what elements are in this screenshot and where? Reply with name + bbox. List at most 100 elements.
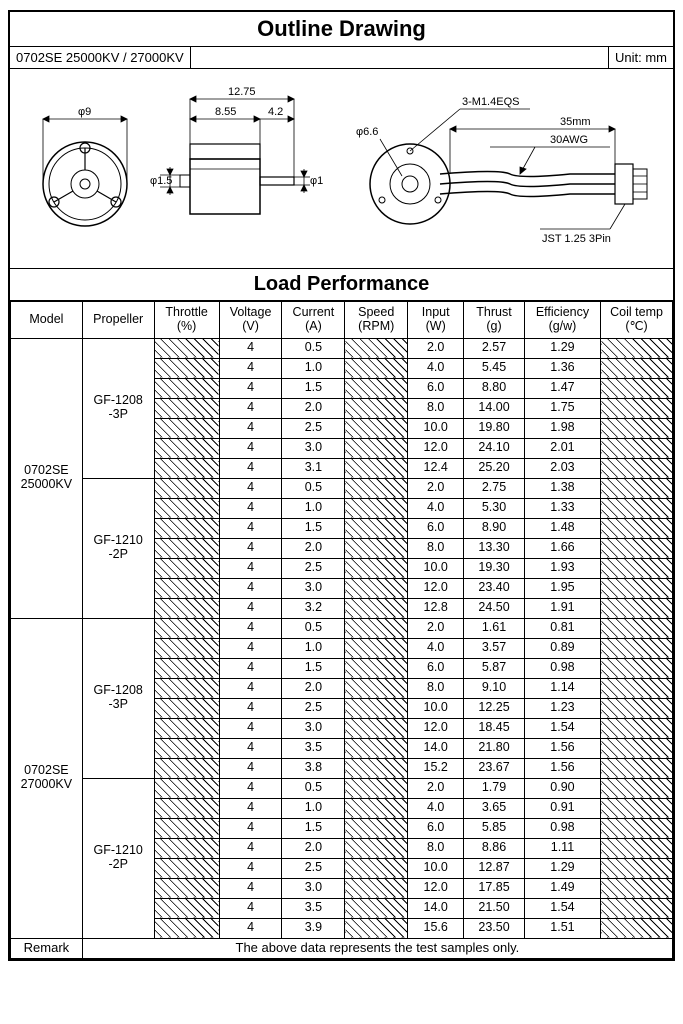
- throttle-cell: [154, 478, 219, 498]
- speed-cell: [345, 818, 408, 838]
- coil-cell: [601, 378, 673, 398]
- input-cell: 12.0: [408, 438, 464, 458]
- current-cell: 3.0: [282, 578, 345, 598]
- input-cell: 12.0: [408, 878, 464, 898]
- input-cell: 12.4: [408, 458, 464, 478]
- voltage-cell: 4: [219, 898, 282, 918]
- input-cell: 4.0: [408, 638, 464, 658]
- thrust-cell: 5.45: [464, 358, 525, 378]
- performance-table: Model Propeller Throttle(%) Voltage(V) C…: [10, 301, 673, 959]
- voltage-cell: 4: [219, 558, 282, 578]
- coil-cell: [601, 898, 673, 918]
- current-cell: 3.8: [282, 758, 345, 778]
- throttle-cell: [154, 518, 219, 538]
- input-cell: 10.0: [408, 418, 464, 438]
- voltage-cell: 4: [219, 398, 282, 418]
- efficiency-cell: 1.48: [524, 518, 600, 538]
- throttle-cell: [154, 598, 219, 618]
- input-cell: 2.0: [408, 618, 464, 638]
- outline-title: Outline Drawing: [10, 12, 673, 47]
- throttle-cell: [154, 398, 219, 418]
- coil-cell: [601, 878, 673, 898]
- thrust-cell: 25.20: [464, 458, 525, 478]
- input-cell: 4.0: [408, 498, 464, 518]
- current-cell: 0.5: [282, 778, 345, 798]
- voltage-cell: 4: [219, 478, 282, 498]
- current-cell: 2.0: [282, 538, 345, 558]
- col-current: Current(A): [282, 302, 345, 339]
- thrust-cell: 5.30: [464, 498, 525, 518]
- coil-cell: [601, 338, 673, 358]
- efficiency-cell: 1.36: [524, 358, 600, 378]
- remark-text: The above data represents the test sampl…: [82, 938, 672, 958]
- current-cell: 1.5: [282, 658, 345, 678]
- throttle-cell: [154, 578, 219, 598]
- coil-cell: [601, 578, 673, 598]
- efficiency-cell: 0.91: [524, 798, 600, 818]
- voltage-cell: 4: [219, 418, 282, 438]
- coil-cell: [601, 658, 673, 678]
- voltage-cell: 4: [219, 918, 282, 938]
- coil-cell: [601, 518, 673, 538]
- current-cell: 3.0: [282, 438, 345, 458]
- voltage-cell: 4: [219, 758, 282, 778]
- dim-jst: JST 1.25 3Pin: [542, 233, 611, 245]
- thrust-cell: 2.75: [464, 478, 525, 498]
- input-cell: 2.0: [408, 478, 464, 498]
- throttle-cell: [154, 758, 219, 778]
- thrust-cell: 24.10: [464, 438, 525, 458]
- speed-cell: [345, 798, 408, 818]
- throttle-cell: [154, 658, 219, 678]
- dim-30awg: 30AWG: [550, 134, 588, 146]
- current-cell: 0.5: [282, 478, 345, 498]
- speed-cell: [345, 718, 408, 738]
- propeller-cell: GF-1210-2P: [82, 478, 154, 618]
- efficiency-cell: 1.11: [524, 838, 600, 858]
- efficiency-cell: 1.75: [524, 398, 600, 418]
- speed-cell: [345, 918, 408, 938]
- input-cell: 6.0: [408, 378, 464, 398]
- coil-cell: [601, 698, 673, 718]
- coil-cell: [601, 678, 673, 698]
- speed-cell: [345, 578, 408, 598]
- speed-cell: [345, 618, 408, 638]
- model-cell: 0702SE25000KV: [11, 338, 83, 618]
- speed-cell: [345, 378, 408, 398]
- efficiency-cell: 0.90: [524, 778, 600, 798]
- current-cell: 2.5: [282, 698, 345, 718]
- current-cell: 3.0: [282, 718, 345, 738]
- throttle-cell: [154, 898, 219, 918]
- coil-cell: [601, 718, 673, 738]
- speed-cell: [345, 438, 408, 458]
- thrust-cell: 1.79: [464, 778, 525, 798]
- efficiency-cell: 1.93: [524, 558, 600, 578]
- coil-cell: [601, 478, 673, 498]
- efficiency-cell: 1.23: [524, 698, 600, 718]
- input-cell: 15.6: [408, 918, 464, 938]
- voltage-cell: 4: [219, 518, 282, 538]
- coil-cell: [601, 418, 673, 438]
- current-cell: 2.5: [282, 858, 345, 878]
- dim-8-55: 8.55: [215, 106, 236, 118]
- throttle-cell: [154, 778, 219, 798]
- current-cell: 3.5: [282, 738, 345, 758]
- coil-cell: [601, 458, 673, 478]
- thrust-cell: 9.10: [464, 678, 525, 698]
- efficiency-cell: 1.51: [524, 918, 600, 938]
- voltage-cell: 4: [219, 438, 282, 458]
- thrust-cell: 19.30: [464, 558, 525, 578]
- thrust-cell: 3.65: [464, 798, 525, 818]
- voltage-cell: 4: [219, 678, 282, 698]
- input-cell: 6.0: [408, 518, 464, 538]
- speed-cell: [345, 338, 408, 358]
- current-cell: 2.5: [282, 558, 345, 578]
- throttle-cell: [154, 538, 219, 558]
- throttle-cell: [154, 718, 219, 738]
- speed-cell: [345, 658, 408, 678]
- voltage-cell: 4: [219, 598, 282, 618]
- throttle-cell: [154, 378, 219, 398]
- thrust-cell: 12.25: [464, 698, 525, 718]
- voltage-cell: 4: [219, 838, 282, 858]
- dim-phi9: φ9: [78, 106, 91, 118]
- efficiency-cell: 1.14: [524, 678, 600, 698]
